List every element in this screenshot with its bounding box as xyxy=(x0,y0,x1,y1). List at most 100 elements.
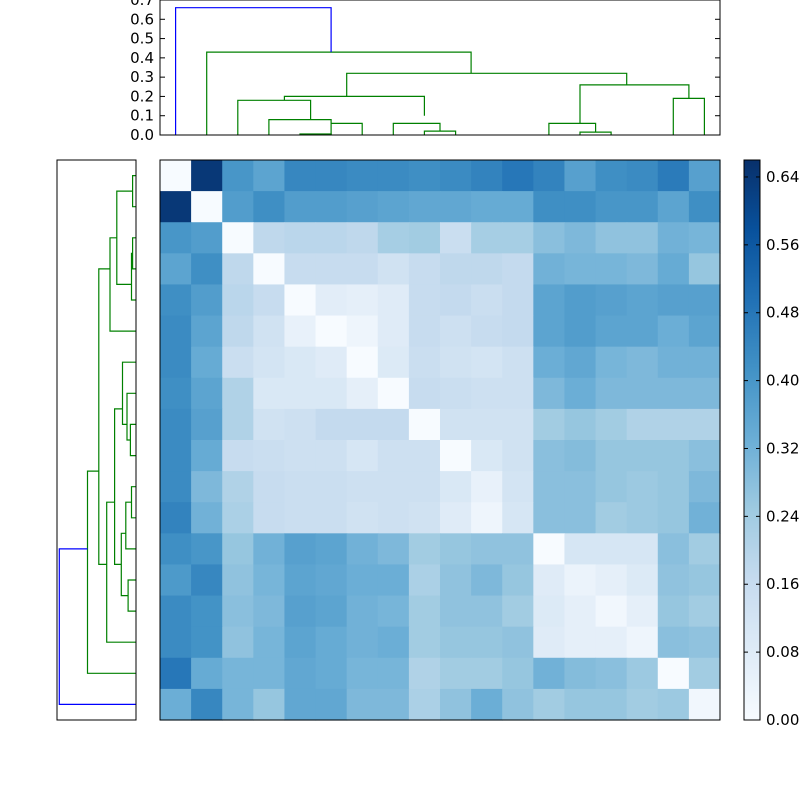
heatmap-cell xyxy=(595,222,628,254)
heatmap-cell xyxy=(160,315,192,348)
heatmap-cell xyxy=(688,564,721,597)
heatmap-cell xyxy=(377,377,410,410)
heatmap-cell xyxy=(440,222,472,254)
colorbar-tick-label: 0.08 xyxy=(766,643,799,661)
heatmap-cell xyxy=(626,284,659,317)
heatmap-cell xyxy=(440,688,472,721)
heatmap-cell xyxy=(440,408,472,441)
top-dendrogram-link xyxy=(672,97,705,135)
heatmap-cell xyxy=(253,284,286,317)
heatmap-cell xyxy=(564,502,597,534)
heatmap-cell xyxy=(440,595,472,628)
heatmap-cell xyxy=(657,626,690,659)
top-dendrogram-ytick-label: 0.6 xyxy=(130,10,154,28)
heatmap-cell xyxy=(160,564,192,597)
heatmap-cell xyxy=(626,688,659,721)
heatmap-cell xyxy=(626,502,659,534)
top-dendrogram-ytick-label: 0.4 xyxy=(130,49,154,67)
heatmap-cell xyxy=(191,440,223,472)
heatmap-cell xyxy=(160,626,192,659)
heatmap-cell xyxy=(626,160,659,192)
heatmap-cell xyxy=(564,346,597,379)
heatmap-cell xyxy=(284,284,317,317)
heatmap-cell xyxy=(440,657,472,690)
heatmap-cell xyxy=(160,408,192,441)
heatmap-cell xyxy=(595,346,628,379)
heatmap-cell xyxy=(595,595,628,628)
heatmap-cell xyxy=(564,408,597,441)
heatmap-cell xyxy=(471,284,503,317)
heatmap-cell xyxy=(315,160,348,192)
heatmap-cell xyxy=(440,626,472,659)
heatmap-cell xyxy=(408,626,441,659)
heatmap-cell xyxy=(440,377,472,410)
heatmap-cell xyxy=(657,191,690,223)
top-dendrogram-link xyxy=(579,84,690,124)
heatmap-cell xyxy=(688,284,721,317)
heatmap-cell xyxy=(657,440,690,472)
left-dendrogram-link xyxy=(86,470,136,674)
heatmap-cell xyxy=(315,315,348,348)
heatmap-cell xyxy=(502,408,534,441)
left-dendrogram-link xyxy=(130,486,136,519)
heatmap-cell xyxy=(626,657,659,690)
heatmap-cell xyxy=(533,191,566,223)
top-dendrogram: 0.00.1 0.20.30.40.5 0.60.7 xyxy=(130,0,721,144)
heatmap-cell xyxy=(253,688,286,721)
heatmap-cell xyxy=(533,502,566,534)
top-dendrogram-link xyxy=(330,122,363,135)
heatmap-cell xyxy=(533,688,566,721)
heatmap-cell xyxy=(502,688,534,721)
heatmap-cell xyxy=(626,191,659,223)
heatmap-cell xyxy=(502,595,534,628)
heatmap-cell xyxy=(595,160,628,192)
heatmap-cell xyxy=(377,657,410,690)
heatmap-cell xyxy=(564,253,597,286)
heatmap-cell xyxy=(284,533,317,566)
heatmap-cell xyxy=(440,253,472,286)
heatmap-cell xyxy=(315,440,348,472)
heatmap-cell xyxy=(222,377,254,410)
heatmap-cell xyxy=(346,533,379,566)
colorbar-ticks: 0.00 0.08 0.16 0.24 0.32 0.40 0.48 0.56 0.64 xyxy=(744,168,799,729)
heatmap-cell xyxy=(595,315,628,348)
heatmap-cell xyxy=(533,253,566,286)
heatmap-cell xyxy=(657,253,690,286)
heatmap-cell xyxy=(315,253,348,286)
heatmap-cell xyxy=(253,160,286,192)
heatmap-cell xyxy=(471,222,503,254)
heatmap-cell xyxy=(688,315,721,348)
heatmap-cell xyxy=(471,315,503,348)
heatmap-cell xyxy=(595,440,628,472)
heatmap-cell xyxy=(657,160,690,192)
heatmap-cell xyxy=(284,595,317,628)
heatmap-cell xyxy=(284,440,317,472)
heatmap-cell xyxy=(346,160,379,192)
heatmap-cell xyxy=(253,657,286,690)
heatmap-cell xyxy=(377,253,410,286)
heatmap-cell xyxy=(626,595,659,628)
top-dendrogram-link xyxy=(237,99,312,135)
heatmap-cell xyxy=(595,564,628,597)
heatmap-cell xyxy=(657,315,690,348)
heatmap-cell xyxy=(253,408,286,441)
heatmap xyxy=(159,159,721,721)
heatmap-cell xyxy=(626,626,659,659)
heatmap-cell xyxy=(502,502,534,534)
heatmap-cell xyxy=(471,471,503,503)
heatmap-cell xyxy=(471,533,503,566)
top-dendrogram-ytick-label: 0.5 xyxy=(130,30,154,48)
heatmap-cell xyxy=(315,284,348,317)
heatmap-cell xyxy=(284,626,317,659)
left-dendrogram-link xyxy=(58,548,136,705)
heatmap-cell xyxy=(315,471,348,503)
heatmap-cell xyxy=(502,191,534,223)
heatmap-cell xyxy=(688,657,721,690)
heatmap-cell xyxy=(160,502,192,534)
heatmap-cell xyxy=(315,502,348,534)
heatmap-cell xyxy=(408,502,441,534)
heatmap-cell xyxy=(688,626,721,659)
heatmap-cell xyxy=(657,657,690,690)
heatmap-cell xyxy=(222,688,254,721)
heatmap-cell xyxy=(160,222,192,254)
